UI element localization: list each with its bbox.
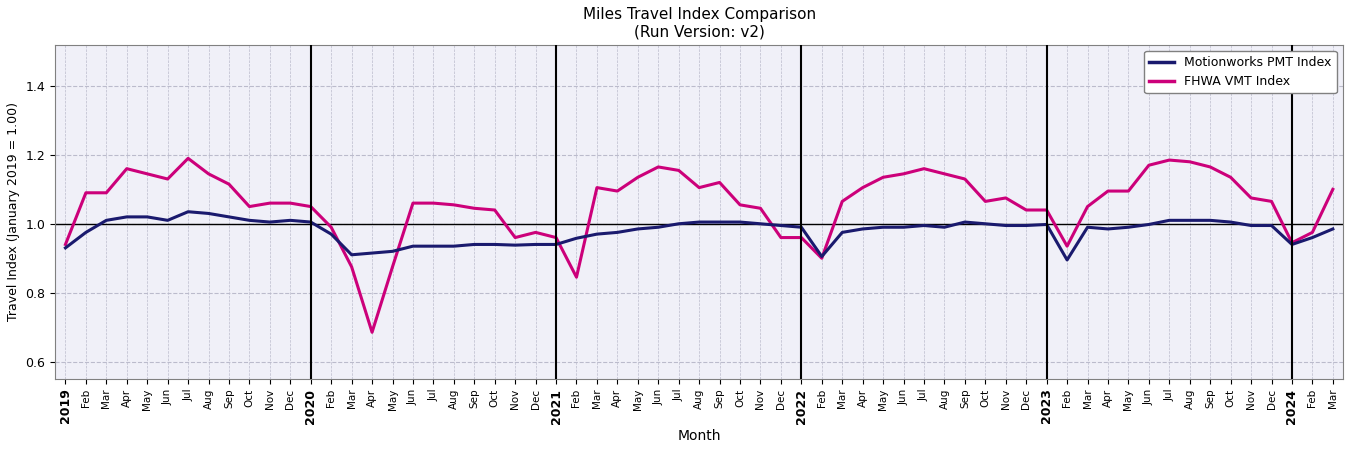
Motionworks PMT Index — [1058, 257, 1075, 263]
Motionworks PMT Index — [671, 221, 687, 226]
FHWA VMT Index — [364, 329, 381, 335]
Legend: Motionworks PMT Index, FHWA VMT Index: Motionworks PMT Index, FHWA VMT Index — [1145, 51, 1336, 93]
Motionworks PMT Index — [1304, 235, 1320, 240]
FHWA VMT Index — [57, 242, 73, 247]
Motionworks PMT Index — [425, 243, 441, 249]
Motionworks PMT Index — [711, 219, 728, 225]
Motionworks PMT Index — [957, 219, 973, 225]
FHWA VMT Index — [977, 199, 994, 204]
Motionworks PMT Index — [57, 245, 73, 251]
Motionworks PMT Index — [180, 209, 196, 215]
X-axis label: Month: Month — [678, 429, 721, 443]
FHWA VMT Index — [732, 202, 748, 207]
Line: FHWA VMT Index: FHWA VMT Index — [65, 158, 1332, 332]
FHWA VMT Index — [1324, 187, 1341, 192]
FHWA VMT Index — [1304, 230, 1320, 235]
Motionworks PMT Index — [466, 242, 482, 247]
Line: Motionworks PMT Index: Motionworks PMT Index — [65, 212, 1332, 260]
FHWA VMT Index — [446, 202, 462, 207]
Title: Miles Travel Index Comparison
(Run Version: v2): Miles Travel Index Comparison (Run Versi… — [583, 7, 815, 39]
FHWA VMT Index — [180, 156, 196, 161]
FHWA VMT Index — [691, 185, 707, 190]
FHWA VMT Index — [486, 207, 502, 213]
Y-axis label: Travel Index (January 2019 = 1.00): Travel Index (January 2019 = 1.00) — [7, 102, 20, 321]
Motionworks PMT Index — [1324, 226, 1341, 232]
